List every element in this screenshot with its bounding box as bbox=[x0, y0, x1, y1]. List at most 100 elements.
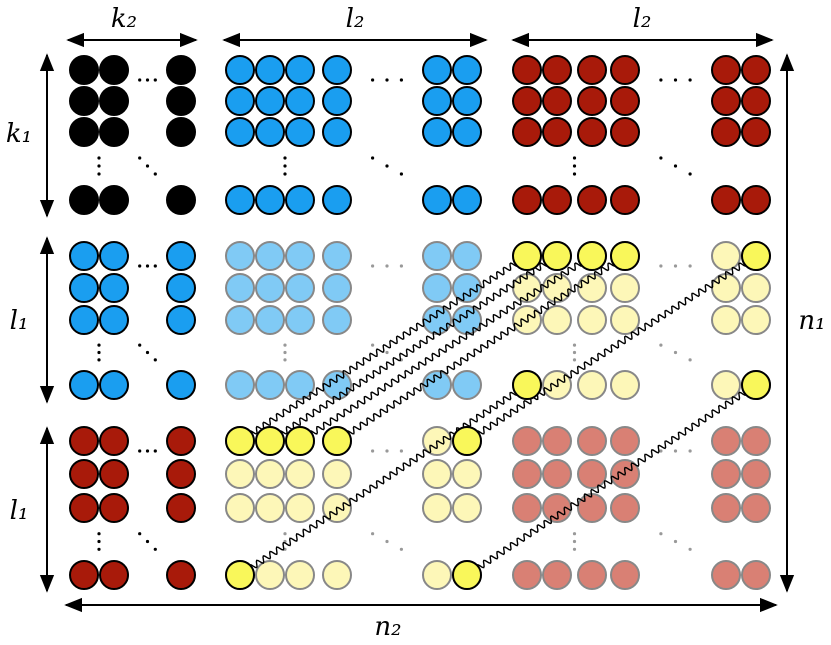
node bbox=[99, 459, 129, 489]
node bbox=[452, 185, 482, 215]
dot bbox=[399, 264, 403, 268]
dot bbox=[399, 547, 403, 551]
node bbox=[99, 426, 129, 456]
node bbox=[166, 459, 196, 489]
dot bbox=[673, 449, 678, 453]
node bbox=[422, 273, 452, 303]
dot bbox=[385, 449, 389, 453]
node bbox=[69, 185, 99, 215]
node bbox=[711, 241, 741, 271]
node-highlight bbox=[741, 370, 771, 400]
dot bbox=[371, 78, 375, 82]
node bbox=[255, 185, 285, 215]
dim-label: l₂ bbox=[633, 4, 652, 34]
node bbox=[577, 273, 607, 303]
dot bbox=[371, 264, 375, 268]
node bbox=[711, 560, 741, 590]
node bbox=[69, 560, 99, 590]
node-highlight bbox=[610, 241, 640, 271]
node bbox=[285, 370, 315, 400]
node bbox=[166, 560, 196, 590]
dot bbox=[572, 532, 577, 536]
node bbox=[225, 55, 255, 85]
node-highlight bbox=[285, 426, 315, 456]
node bbox=[69, 493, 99, 523]
node bbox=[99, 86, 129, 116]
node bbox=[166, 426, 196, 456]
dot bbox=[688, 449, 692, 453]
wavy-link bbox=[466, 253, 757, 444]
node bbox=[99, 493, 129, 523]
node-grid bbox=[69, 55, 771, 590]
dot bbox=[688, 78, 692, 82]
node-highlight bbox=[452, 426, 482, 456]
dot bbox=[673, 264, 678, 268]
dot bbox=[283, 156, 287, 160]
node bbox=[255, 370, 285, 400]
dot bbox=[688, 172, 692, 176]
node bbox=[711, 459, 741, 489]
node bbox=[322, 305, 352, 335]
dot bbox=[659, 156, 663, 160]
dot bbox=[138, 264, 142, 268]
dot bbox=[145, 350, 150, 355]
dot bbox=[145, 164, 150, 168]
dot bbox=[97, 164, 101, 168]
dot bbox=[283, 358, 287, 362]
node bbox=[225, 185, 255, 215]
dot bbox=[138, 78, 142, 82]
dot bbox=[572, 547, 577, 551]
node bbox=[741, 426, 771, 456]
node bbox=[452, 55, 482, 85]
dot bbox=[283, 172, 287, 176]
node bbox=[99, 370, 129, 400]
dot bbox=[572, 156, 577, 160]
node bbox=[255, 459, 285, 489]
node bbox=[285, 459, 315, 489]
node bbox=[99, 185, 129, 215]
node bbox=[422, 55, 452, 85]
node bbox=[225, 241, 255, 271]
node bbox=[610, 117, 640, 147]
node bbox=[99, 55, 129, 85]
node-highlight bbox=[741, 241, 771, 271]
dim-label: n₁ bbox=[798, 306, 825, 336]
node bbox=[422, 493, 452, 523]
highlighted-nodes bbox=[225, 241, 771, 590]
node bbox=[542, 305, 572, 335]
dot bbox=[572, 164, 577, 168]
dot bbox=[399, 172, 403, 176]
node bbox=[512, 305, 542, 335]
node bbox=[322, 86, 352, 116]
dim-label: l₂ bbox=[346, 4, 365, 34]
node bbox=[285, 55, 315, 85]
dot bbox=[97, 539, 101, 544]
dot bbox=[673, 539, 678, 544]
node bbox=[285, 493, 315, 523]
node bbox=[610, 185, 640, 215]
node bbox=[166, 241, 196, 271]
node bbox=[452, 273, 482, 303]
node bbox=[285, 273, 315, 303]
node bbox=[225, 273, 255, 303]
node bbox=[166, 305, 196, 335]
node bbox=[542, 459, 572, 489]
node bbox=[322, 273, 352, 303]
dim-label: k₂ bbox=[111, 4, 137, 34]
node-highlight bbox=[225, 560, 255, 590]
node-highlight bbox=[452, 560, 482, 590]
node bbox=[285, 305, 315, 335]
node-highlight bbox=[542, 241, 572, 271]
node bbox=[422, 185, 452, 215]
node bbox=[166, 86, 196, 116]
node bbox=[610, 86, 640, 116]
node bbox=[225, 117, 255, 147]
node bbox=[577, 426, 607, 456]
dot bbox=[385, 78, 389, 82]
dot bbox=[153, 358, 157, 362]
node bbox=[255, 273, 285, 303]
node bbox=[99, 305, 129, 335]
node bbox=[577, 86, 607, 116]
dot bbox=[399, 449, 403, 453]
node bbox=[711, 426, 741, 456]
